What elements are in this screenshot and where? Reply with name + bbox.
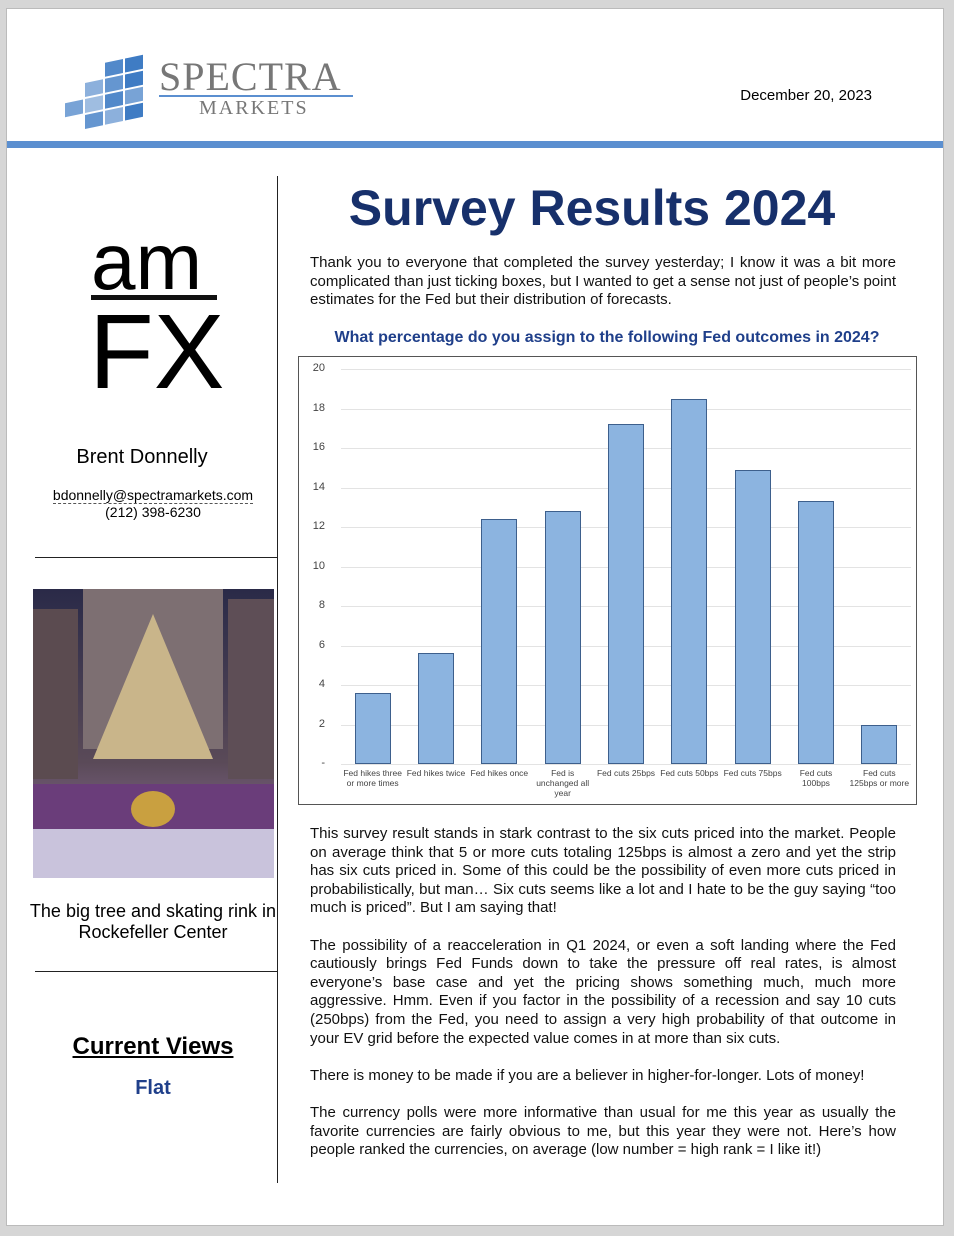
bar (734, 469, 771, 764)
image-caption: The big tree and skating rink in Rockefe… (29, 901, 277, 942)
phone: (212) 398-6230 (105, 504, 201, 520)
x-tick-label: Fed cuts 75bps (723, 768, 782, 778)
chart: - 2 4 6 8 10 12 14 16 18 20 Fed hikes three or more… (298, 356, 917, 805)
date: December 20, 2023 (740, 87, 872, 104)
bar (418, 653, 454, 764)
grid-line (341, 369, 911, 370)
bar (861, 724, 898, 764)
y-tick-label: 2 (318, 717, 325, 730)
x-tick-label: Fed cuts 50bps (660, 768, 719, 778)
y-tick-label: 12 (312, 520, 325, 532)
y-tick-label: 18 (312, 401, 325, 414)
x-tick-label: Fed hikes three or more times (343, 768, 402, 788)
x-tick-label: Fed cuts 100bps (799, 768, 833, 788)
y-tick-label: 4 (318, 678, 325, 690)
logo-name: SPECTRA (159, 54, 342, 99)
intro: Thank you to everyone that completed the… (310, 254, 896, 309)
title: Survey Results 2024 (348, 180, 836, 236)
y-tick-label: 8 (318, 599, 325, 611)
paragraph: This survey result stands in stark contr… (310, 825, 896, 917)
photo (33, 589, 274, 878)
grid-line (341, 408, 911, 410)
grid-line (341, 764, 911, 765)
x-tick-label: Fed cuts 125bps or more (849, 768, 910, 788)
sidebar-rule (35, 557, 277, 558)
y-tick-label: 16 (312, 441, 325, 453)
header-rule (7, 141, 943, 148)
logo-mark (65, 54, 143, 130)
y-tick-label: 14 (312, 480, 325, 493)
column-rule (277, 176, 278, 1183)
paragraph: The currency polls were more informative… (310, 1103, 896, 1159)
y-tick-label: 20 (312, 362, 325, 374)
author: Brent Donnelly (76, 446, 208, 468)
view: Flat (135, 1077, 171, 1099)
views-heading: Current Views (72, 1033, 234, 1060)
email[interactable]: bdonnelly@spectramarkets.com (52, 487, 254, 504)
bar (481, 519, 518, 764)
bar (354, 692, 391, 764)
document: SPECTRA MARKETS December 20, 2023 am FX … (6, 8, 944, 1226)
amfx-top: am (91, 217, 203, 306)
chart-title: What percentage do you assign to the fol… (334, 329, 880, 346)
x-tick-label: Fed is unchanged all year (536, 768, 590, 798)
paragraph: The possibility of a reacceleration in Q… (310, 936, 896, 1047)
bar (544, 511, 581, 764)
logo-sub: MARKETS (199, 97, 309, 119)
x-tick-label: Fed hikes twice (406, 768, 466, 778)
x-tick-label: Fed cuts 25bps (596, 768, 656, 778)
body: This survey result stands in stark contr… (310, 825, 896, 1178)
bar (798, 501, 834, 764)
paragraph: There is money to be made if you are a b… (310, 1066, 865, 1084)
amfx-bottom: FX (89, 293, 225, 411)
x-tick-label: Fed hikes once (470, 768, 529, 778)
y-tick-label: 10 (312, 559, 325, 572)
bar (671, 398, 708, 764)
bar (608, 424, 644, 764)
y-tick-label: 6 (318, 638, 325, 651)
y-tick-label: - (321, 757, 325, 769)
sidebar-rule (35, 971, 277, 972)
amfx-rule (91, 295, 217, 300)
logo-rule (159, 95, 353, 97)
